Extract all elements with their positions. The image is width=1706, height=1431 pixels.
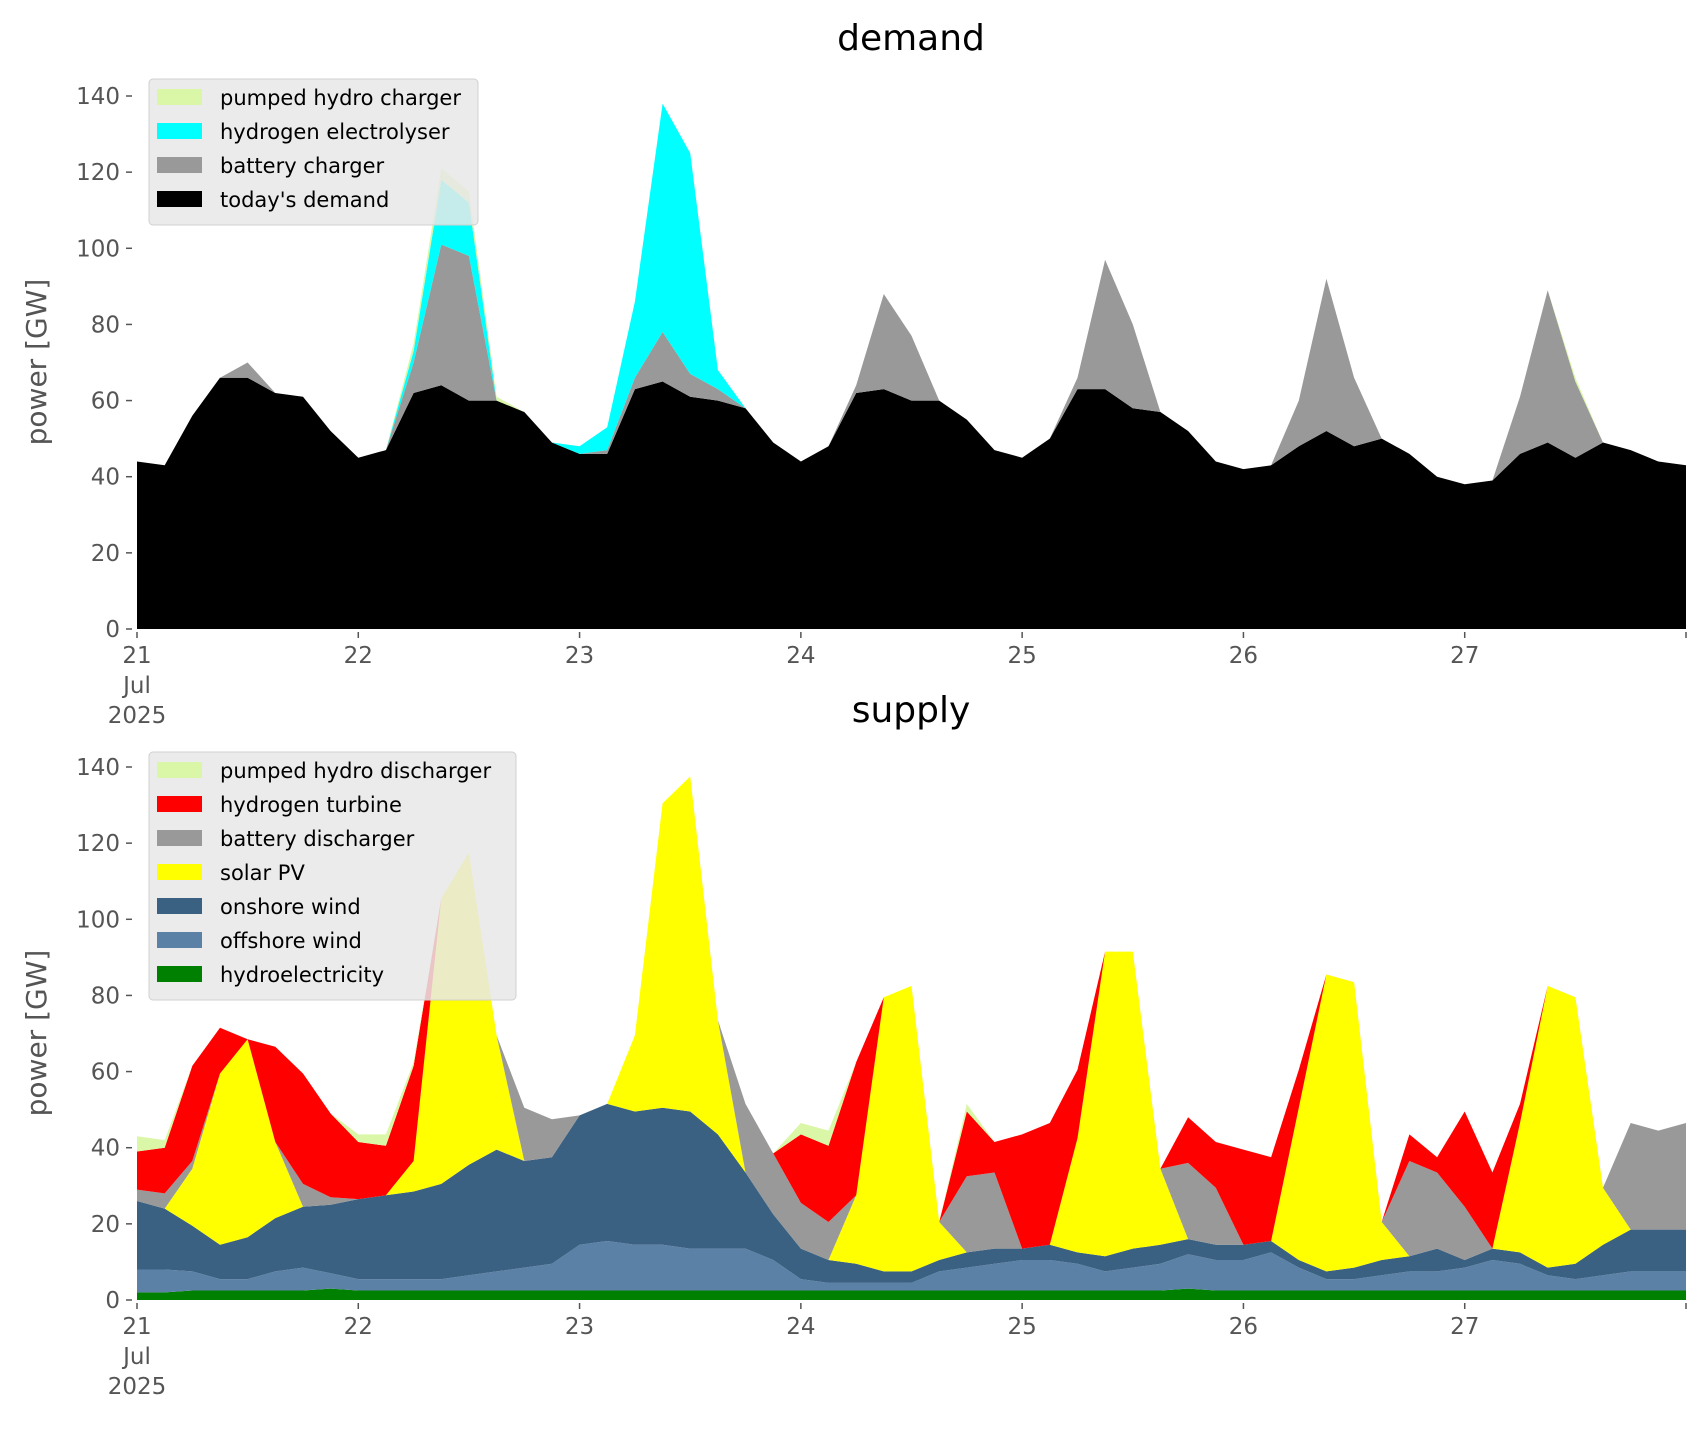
demand-panel: demand power [GW] 0 20 40 60 80 100 120 140 21 Ju…: [20, 18, 1687, 729]
legend-swatch-offshore-wind: [157, 932, 202, 948]
legend-box: [148, 751, 517, 1001]
x-tick-label: 22: [344, 643, 373, 669]
x-tick-label: 26: [1229, 1314, 1258, 1340]
legend-label-onshore-wind: onshore wind: [220, 895, 361, 919]
x-tick-label: 27: [1450, 643, 1479, 669]
area-offshore-wind: [137, 1241, 1686, 1293]
legend-label-solar-pv: solar PV: [220, 861, 305, 885]
x-tick-label: 24: [786, 1314, 815, 1340]
area-onshore-wind: [137, 1103, 1686, 1283]
supply-panel: supply power [GW] 0 20 40 60 80 100 120 140 21 Ju…: [20, 690, 1687, 1400]
supply-axes: 0 20 40 60 80 100 120 140 21 Jul 2025 22 23 24 25 26 27: [76, 755, 1687, 1400]
area-today-s-demand: [137, 377, 1686, 629]
supply-areas: [137, 776, 1686, 1300]
legend-swatch-hydrogen-turbine: [157, 796, 202, 812]
y-tick-label: 40: [91, 465, 120, 491]
y-tick-label: 100: [76, 236, 120, 262]
demand-title: demand: [837, 18, 985, 59]
supply-y-axis-label: power [GW]: [20, 950, 53, 1117]
area-battery-charger: [137, 244, 1686, 485]
x-tick-label: 25: [1008, 1314, 1037, 1340]
demand-legend: pumped hydro charger hydrogen electrolyse…: [148, 78, 479, 226]
legend-label-hydroelectricity: hydroelectricity: [220, 963, 384, 987]
legend-label-battery-charger: battery charger: [220, 154, 385, 178]
supply-legend: pumped hydro discharger hydrogen turbine b…: [148, 751, 517, 1001]
y-tick-label: 0: [105, 617, 120, 643]
legend-label-today-s-demand: today's demand: [220, 188, 389, 212]
demand-axes: 0 20 40 60 80 100 120 140 21 Jul 2025 22 23 24 25 26 27: [76, 84, 1687, 729]
x-tick-label: 22: [344, 1314, 373, 1340]
legend-label-offshore-wind: offshore wind: [220, 929, 362, 953]
y-tick-label: 60: [91, 389, 120, 415]
x-tick-label: 24: [786, 643, 815, 669]
y-tick-label: 140: [76, 84, 120, 110]
y-tick-label: 60: [91, 1060, 120, 1086]
legend-label-pumped-hydro-discharger: pumped hydro discharger: [220, 759, 491, 783]
demand-areas: [137, 103, 1686, 629]
x-tick-label: 23: [565, 643, 594, 669]
legend-swatch-battery-discharger: [157, 830, 202, 846]
legend-box: [148, 78, 479, 226]
x-tick-label: Jul: [121, 673, 151, 699]
legend-swatch-hydrogen-electrolyser: [157, 123, 202, 139]
y-tick-label: 20: [91, 541, 120, 567]
y-tick-label: 0: [105, 1288, 120, 1314]
x-tick-label: Jul: [121, 1344, 151, 1370]
x-tick-label: 2025: [108, 703, 167, 729]
area-hydroelectricity: [137, 1288, 1686, 1300]
demand-y-axis-label: power [GW]: [20, 279, 53, 446]
y-tick-label: 120: [76, 831, 120, 857]
area-battery-discharger: [137, 776, 1686, 1260]
x-tick-label: 27: [1450, 1314, 1479, 1340]
legend-label-battery-discharger: battery discharger: [220, 827, 415, 851]
y-tick-label: 80: [91, 983, 120, 1009]
legend-label-pumped-hydro-charger: pumped hydro charger: [220, 86, 461, 110]
legend-swatch-onshore-wind: [157, 898, 202, 914]
legend-swatch-hydroelectricity: [157, 966, 202, 982]
y-tick-label: 20: [91, 1212, 120, 1238]
y-tick-label: 140: [76, 755, 120, 781]
legend-label-hydrogen-turbine: hydrogen turbine: [220, 793, 402, 817]
y-tick-label: 100: [76, 907, 120, 933]
y-tick-label: 80: [91, 312, 120, 338]
x-tick-label: 21: [122, 643, 151, 669]
legend-swatch-pumped-hydro-discharger: [157, 762, 202, 778]
x-tick-label: 26: [1229, 643, 1258, 669]
x-tick-label: 25: [1008, 643, 1037, 669]
legend-swatch-pumped-hydro-charger: [157, 89, 202, 105]
legend-swatch-solar-pv: [157, 864, 202, 880]
legend-label-hydrogen-electrolyser: hydrogen electrolyser: [220, 120, 450, 144]
supply-title: supply: [852, 690, 971, 731]
x-tick-label: 21: [122, 1314, 151, 1340]
y-tick-label: 40: [91, 1136, 120, 1162]
legend-swatch-battery-charger: [157, 157, 202, 173]
x-tick-label: 23: [565, 1314, 594, 1340]
x-tick-label: 2025: [108, 1374, 167, 1400]
y-tick-label: 120: [76, 160, 120, 186]
legend-swatch-today-s-demand: [157, 191, 202, 207]
area-solar-pv: [137, 776, 1686, 1272]
